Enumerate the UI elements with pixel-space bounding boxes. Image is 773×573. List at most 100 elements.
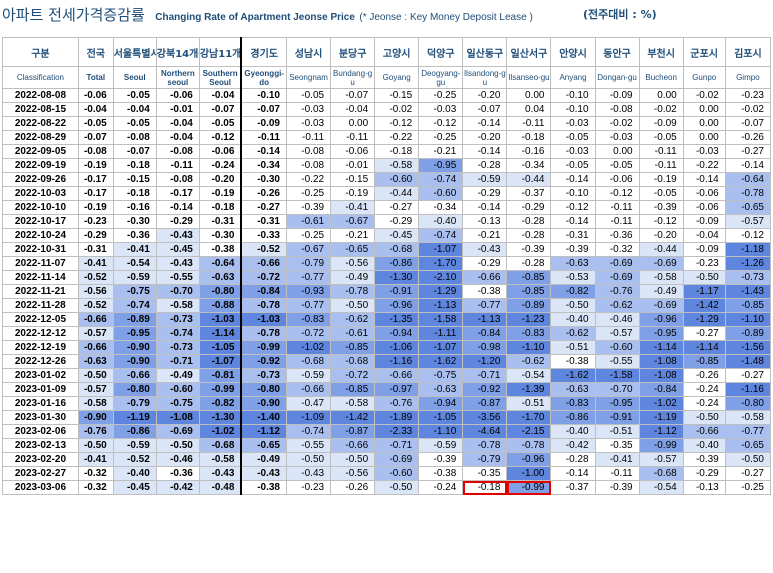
table-cell: -1.23 — [506, 312, 552, 327]
table-cell: -0.74 — [418, 228, 464, 243]
table-cell: -0.04 — [198, 88, 242, 103]
table-cell: -0.96 — [638, 312, 684, 327]
table-cell: -0.97 — [374, 382, 420, 397]
table-cell: -0.83 — [550, 396, 596, 411]
table-cell: -0.15 — [112, 172, 157, 187]
table-cell: -0.34 — [418, 200, 464, 215]
table-cell: -0.60 — [374, 172, 420, 187]
table-cell: -0.57 — [77, 382, 114, 397]
row-date: 2023-02-13 — [2, 438, 79, 453]
table-cell: -0.11 — [638, 144, 684, 159]
table-cell: -0.08 — [594, 102, 640, 117]
table-cell: -0.07 — [198, 102, 242, 117]
table-row: 2023-01-16 -0.58 -0.79 -0.75 -0.82 -0.90 -0.47… — [2, 396, 772, 411]
table-cell: -0.49 — [638, 284, 684, 299]
row-date: 2022-09-05 — [2, 144, 79, 159]
table-cell: -0.14 — [462, 144, 508, 159]
table-cell: -1.70 — [506, 410, 552, 425]
table-row: 2022-10-03 -0.17 -0.18 -0.17 -0.19 -0.26 -0.25… — [2, 186, 772, 201]
table-cell: -0.43 — [198, 466, 242, 481]
row-date: 2022-10-24 — [2, 228, 79, 243]
header-en-bundang: Bundang-gu — [330, 66, 376, 89]
table-cell: -0.05 — [198, 116, 242, 131]
table-cell: -0.76 — [594, 284, 640, 299]
table-cell: -0.26 — [330, 480, 376, 495]
table-cell: -0.39 — [550, 242, 596, 257]
table-cell: -0.90 — [77, 410, 114, 425]
table-cell: -0.67 — [285, 242, 332, 257]
table-cell: -0.42 — [550, 438, 596, 453]
table-cell: -0.51 — [506, 396, 552, 411]
table-cell: -0.44 — [638, 242, 684, 257]
table-cell: -0.59 — [285, 368, 332, 383]
table-cell: -0.55 — [594, 354, 640, 369]
table-cell: -0.41 — [594, 452, 640, 467]
row-date: 2022-10-31 — [2, 242, 79, 257]
table-cell: -0.78 — [462, 438, 508, 453]
table-cell: -0.80 — [112, 382, 157, 397]
row-date: 2022-11-14 — [2, 270, 79, 285]
table-cell: -0.63 — [550, 256, 596, 271]
table-cell: -1.06 — [374, 340, 420, 355]
table-cell: -0.30 — [112, 214, 157, 229]
table-cell: -0.50 — [330, 298, 376, 313]
header-en-southern-seoul: Southern Seoul — [198, 66, 242, 89]
table-cell: -0.06 — [198, 144, 242, 159]
table-cell: -0.06 — [155, 88, 200, 103]
table-cell: -0.78 — [724, 186, 772, 201]
row-date: 2023-02-06 — [2, 424, 79, 439]
table-cell: -0.16 — [506, 144, 552, 159]
header-goyang: 고양시 — [374, 37, 420, 67]
table-cell: -0.03 — [550, 144, 596, 159]
table-cell: -0.68 — [638, 466, 684, 481]
table-cell: -0.83 — [506, 326, 552, 341]
table-cell: -1.12 — [240, 424, 288, 439]
table-cell: -0.14 — [550, 466, 596, 481]
header-northern-seoul: 강북14개구 — [155, 37, 200, 67]
table-cell: -1.19 — [638, 410, 684, 425]
table-cell: -0.35 — [462, 466, 508, 481]
table-cell: -0.16 — [112, 200, 157, 215]
table-cell: -0.11 — [285, 130, 332, 145]
table-cell: -0.43 — [155, 256, 200, 271]
table-cell: -0.23 — [724, 88, 772, 103]
table-cell: -0.42 — [155, 480, 200, 495]
table-cell: -0.47 — [285, 396, 332, 411]
table-cell: -0.36 — [594, 228, 640, 243]
table-cell: -0.02 — [682, 88, 726, 103]
table-cell: -0.15 — [374, 88, 420, 103]
table-cell: -0.79 — [285, 256, 332, 271]
table-cell: -0.18 — [374, 144, 420, 159]
table-cell: -0.09 — [240, 116, 288, 131]
table-cell: -1.42 — [682, 298, 726, 313]
table-row: 2022-09-26 -0.17 -0.15 -0.08 -0.20 -0.30 -0.22… — [2, 172, 772, 187]
table-cell: -0.29 — [506, 200, 552, 215]
table-cell: -0.65 — [330, 242, 376, 257]
table-row: 2022-11-21 -0.56 -0.75 -0.70 -0.80 -0.84 -0.93… — [2, 284, 772, 299]
table-cell: -1.39 — [506, 382, 552, 397]
table-cell: -1.05 — [198, 340, 242, 355]
table-cell: -0.79 — [112, 396, 157, 411]
table-cell: -0.94 — [418, 396, 464, 411]
table-cell: -0.27 — [724, 466, 772, 481]
table-cell: -0.79 — [462, 452, 508, 467]
table-cell: -0.57 — [724, 214, 772, 229]
table-cell: -0.50 — [682, 410, 726, 425]
table-cell: -1.62 — [550, 368, 596, 383]
table-cell: -0.39 — [682, 452, 726, 467]
table-cell: -0.58 — [77, 396, 114, 411]
table-cell: -0.87 — [462, 396, 508, 411]
table-cell: -2.15 — [506, 424, 552, 439]
header-southern-seoul: 강남11개구 — [198, 37, 242, 67]
table-cell: -0.91 — [594, 410, 640, 425]
table-cell: -0.43 — [240, 466, 288, 481]
table-cell: -0.18 — [506, 130, 552, 145]
table-cell: -0.07 — [330, 88, 376, 103]
table-cell: -1.43 — [724, 284, 772, 299]
table-cell: -0.19 — [330, 186, 376, 201]
table-cell: -0.04 — [330, 102, 376, 117]
table-cell: -0.69 — [374, 452, 420, 467]
table-cell: -0.94 — [374, 326, 420, 341]
header-en-ilsanseo: Ilsanseo-gu — [506, 66, 552, 89]
table-row: 2023-02-20 -0.41 -0.52 -0.46 -0.58 -0.49 -0.50… — [2, 452, 772, 467]
